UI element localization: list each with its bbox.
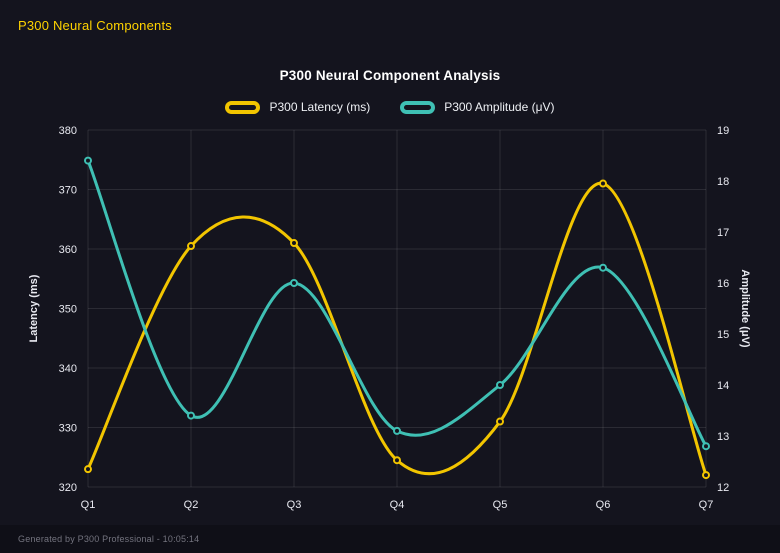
svg-text:15: 15: [717, 329, 729, 341]
svg-text:18: 18: [717, 176, 729, 188]
svg-text:14: 14: [717, 380, 729, 392]
footer-text: Generated by P300 Professional - 10:05:1…: [18, 534, 200, 544]
svg-text:380: 380: [59, 125, 77, 137]
page-title: P300 Neural Components: [18, 18, 172, 33]
svg-text:Q4: Q4: [390, 499, 405, 511]
svg-text:Q5: Q5: [493, 499, 508, 511]
svg-text:Q3: Q3: [287, 499, 302, 511]
svg-text:19: 19: [717, 125, 729, 137]
svg-text:16: 16: [717, 278, 729, 290]
svg-text:17: 17: [717, 227, 729, 239]
svg-text:Amplitude (μV): Amplitude (μV): [739, 269, 751, 348]
legend-swatch-amplitude: [400, 100, 436, 114]
svg-text:370: 370: [59, 185, 77, 197]
chart-title: P300 Neural Component Analysis: [279, 68, 501, 83]
legend-label-latency: P300 Latency (ms): [269, 100, 371, 114]
svg-text:330: 330: [59, 423, 77, 435]
svg-text:12: 12: [717, 482, 729, 494]
legend-label-amplitude: P300 Amplitude (μV): [444, 100, 555, 114]
svg-text:Q7: Q7: [699, 499, 714, 511]
svg-text:Q2: Q2: [184, 499, 199, 511]
chart-legend: P300 Latency (ms) P300 Amplitude (μV): [0, 100, 780, 114]
legend-item-amplitude[interactable]: P300 Amplitude (μV): [400, 100, 555, 114]
legend-item-latency[interactable]: P300 Latency (ms): [225, 100, 370, 114]
svg-text:320: 320: [59, 482, 77, 494]
footer-bar: Generated by P300 Professional - 10:05:1…: [0, 525, 780, 553]
svg-text:360: 360: [59, 244, 77, 256]
svg-text:350: 350: [59, 304, 77, 316]
svg-text:Q1: Q1: [81, 499, 96, 511]
svg-text:340: 340: [59, 363, 77, 375]
legend-swatch-latency: [225, 100, 261, 114]
svg-text:Q6: Q6: [596, 499, 611, 511]
svg-text:Latency (ms): Latency (ms): [28, 274, 40, 342]
svg-text:13: 13: [717, 431, 729, 443]
